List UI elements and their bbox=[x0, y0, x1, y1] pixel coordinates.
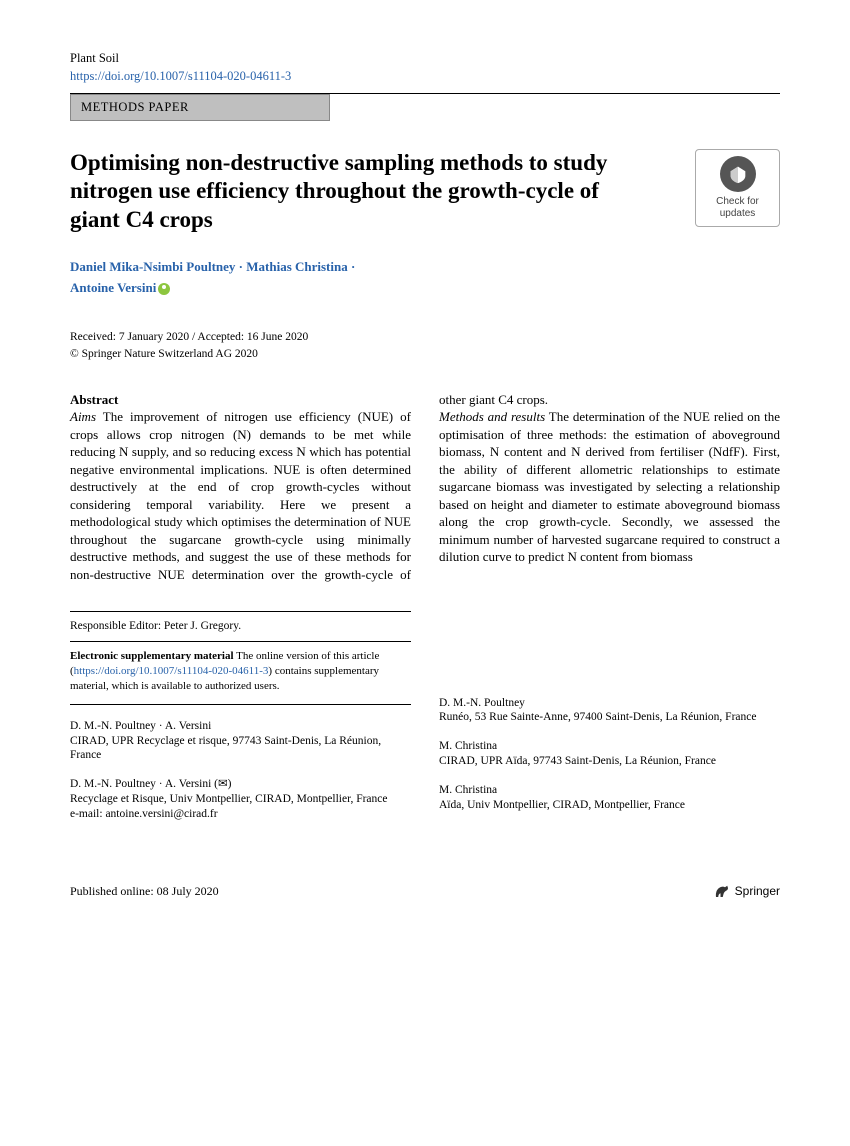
journal-name: Plant Soil bbox=[70, 50, 780, 67]
abstract-section: Abstract Aims The improvement of nitroge… bbox=[70, 391, 780, 584]
page-footer: Published online: 08 July 2020 Springer bbox=[70, 882, 780, 900]
methods-label: Methods and results bbox=[439, 409, 545, 424]
check-updates-label: Check for updates bbox=[716, 196, 759, 219]
aims-label: Aims bbox=[70, 409, 96, 424]
abstract-heading: Abstract bbox=[70, 392, 118, 407]
affiliation-5: M. Christina Aïda, Univ Montpellier, CIR… bbox=[439, 783, 780, 813]
paper-title: Optimising non-destructive sampling meth… bbox=[70, 149, 650, 235]
rule bbox=[70, 641, 411, 642]
supp-label: Electronic supplementary material bbox=[70, 650, 234, 662]
author-1[interactable]: Daniel Mika-Nsimbi Poultney bbox=[70, 259, 235, 274]
supp-link[interactable]: https://doi.org/10.1007/s11104-020-04611… bbox=[74, 665, 269, 677]
author-3[interactable]: Antoine Versini bbox=[70, 280, 156, 295]
methods-text: The determination of the NUE relied on t… bbox=[439, 409, 780, 564]
received-accepted-dates: Received: 7 January 2020 / Accepted: 16 … bbox=[70, 330, 780, 346]
doi-link[interactable]: https://doi.org/10.1007/s11104-020-04611… bbox=[70, 69, 291, 83]
rule bbox=[70, 611, 411, 612]
orcid-icon[interactable] bbox=[158, 283, 170, 295]
responsible-editor: Responsible Editor: Peter J. Gregory. bbox=[70, 615, 411, 639]
footnotes: Responsible Editor: Peter J. Gregory. El… bbox=[70, 608, 780, 823]
affiliation-2: D. M.-N. Poultney · A. Versini (✉) Recyc… bbox=[70, 777, 411, 822]
supplementary-material: Electronic supplementary material The on… bbox=[70, 645, 411, 698]
header: Plant Soil https://doi.org/10.1007/s1110… bbox=[70, 50, 780, 85]
check-updates-button[interactable]: Check for updates bbox=[695, 149, 780, 227]
check-updates-icon bbox=[720, 156, 756, 192]
publisher-logo: Springer bbox=[713, 882, 780, 900]
published-online: Published online: 08 July 2020 bbox=[70, 883, 219, 899]
author-2[interactable]: Mathias Christina bbox=[246, 259, 347, 274]
springer-horse-icon bbox=[713, 882, 731, 900]
authors-list: Daniel Mika-Nsimbi Poultney · Mathias Ch… bbox=[70, 257, 780, 299]
rule bbox=[70, 704, 411, 705]
affiliation-1: D. M.-N. Poultney · A. Versini CIRAD, UP… bbox=[70, 719, 411, 764]
affiliation-3: D. M.-N. Poultney Runéo, 53 Rue Sainte-A… bbox=[439, 696, 780, 726]
copyright-line: © Springer Nature Switzerland AG 2020 bbox=[70, 347, 780, 363]
affiliation-4: M. Christina CIRAD, UPR Aïda, 97743 Sain… bbox=[439, 739, 780, 769]
paper-type-badge: METHODS PAPER bbox=[70, 94, 330, 121]
